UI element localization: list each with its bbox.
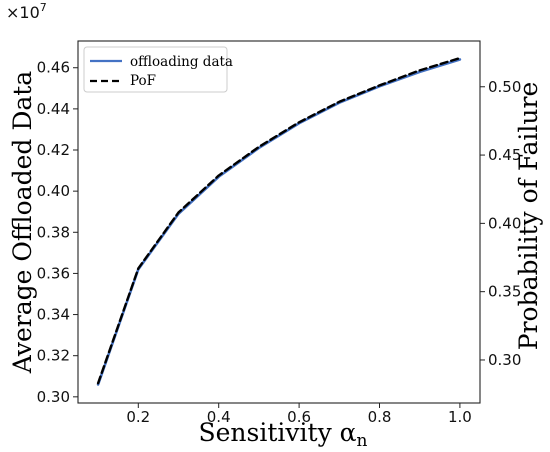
x-tick-label: 0.4 (207, 408, 231, 426)
y2-tick-label: 0.45 (488, 146, 521, 164)
y-offset-text: ×107 (6, 1, 47, 22)
y-tick-label: 0.38 (37, 223, 70, 241)
y-tick-label: 0.40 (37, 182, 70, 200)
y-axis-label-left: Average Offloaded Data (8, 71, 37, 375)
x-axis: 0.2 0.4 0.6 0.8 1.0 (126, 403, 472, 426)
legend-label-offloading-data: offloading data (130, 54, 233, 70)
y-tick-label: 0.36 (37, 264, 70, 282)
y2-tick-label: 0.40 (488, 214, 521, 232)
y-axis-right: 0.30 0.35 0.40 0.45 0.50 (480, 78, 521, 369)
series-line-offloading-data (96, 58, 462, 386)
x-tick-label: 0.8 (368, 408, 392, 426)
x-tick-label: 1.0 (448, 408, 472, 426)
plot-area-frame (77, 40, 481, 404)
legend: offloading data PoF (83, 46, 233, 93)
x-axis-label: Sensitivity αn (199, 418, 368, 451)
y-axis-label-right: Probability of Failure (514, 82, 543, 350)
series-line-pof (96, 56, 462, 385)
y-tick-label: 0.44 (37, 100, 70, 118)
y-axis-left: 0.30 0.32 0.34 0.36 0.38 0.40 0.42 0.44 0.46 (37, 59, 78, 406)
legend-box (83, 46, 228, 93)
y-tick-label: 0.30 (37, 388, 70, 406)
legend-label-pof: PoF (130, 73, 156, 89)
series-layer (96, 56, 462, 386)
x-tick-label: 0.2 (126, 408, 150, 426)
y-tick-label: 0.32 (37, 347, 70, 365)
y2-tick-label: 0.50 (488, 78, 521, 96)
y-tick-label: 0.42 (37, 141, 70, 159)
x-tick-label: 0.6 (287, 408, 311, 426)
y-tick-label: 0.34 (37, 306, 70, 324)
y2-tick-label: 0.35 (488, 283, 521, 301)
y-tick-label: 0.46 (37, 59, 70, 77)
y2-tick-label: 0.30 (488, 351, 521, 369)
